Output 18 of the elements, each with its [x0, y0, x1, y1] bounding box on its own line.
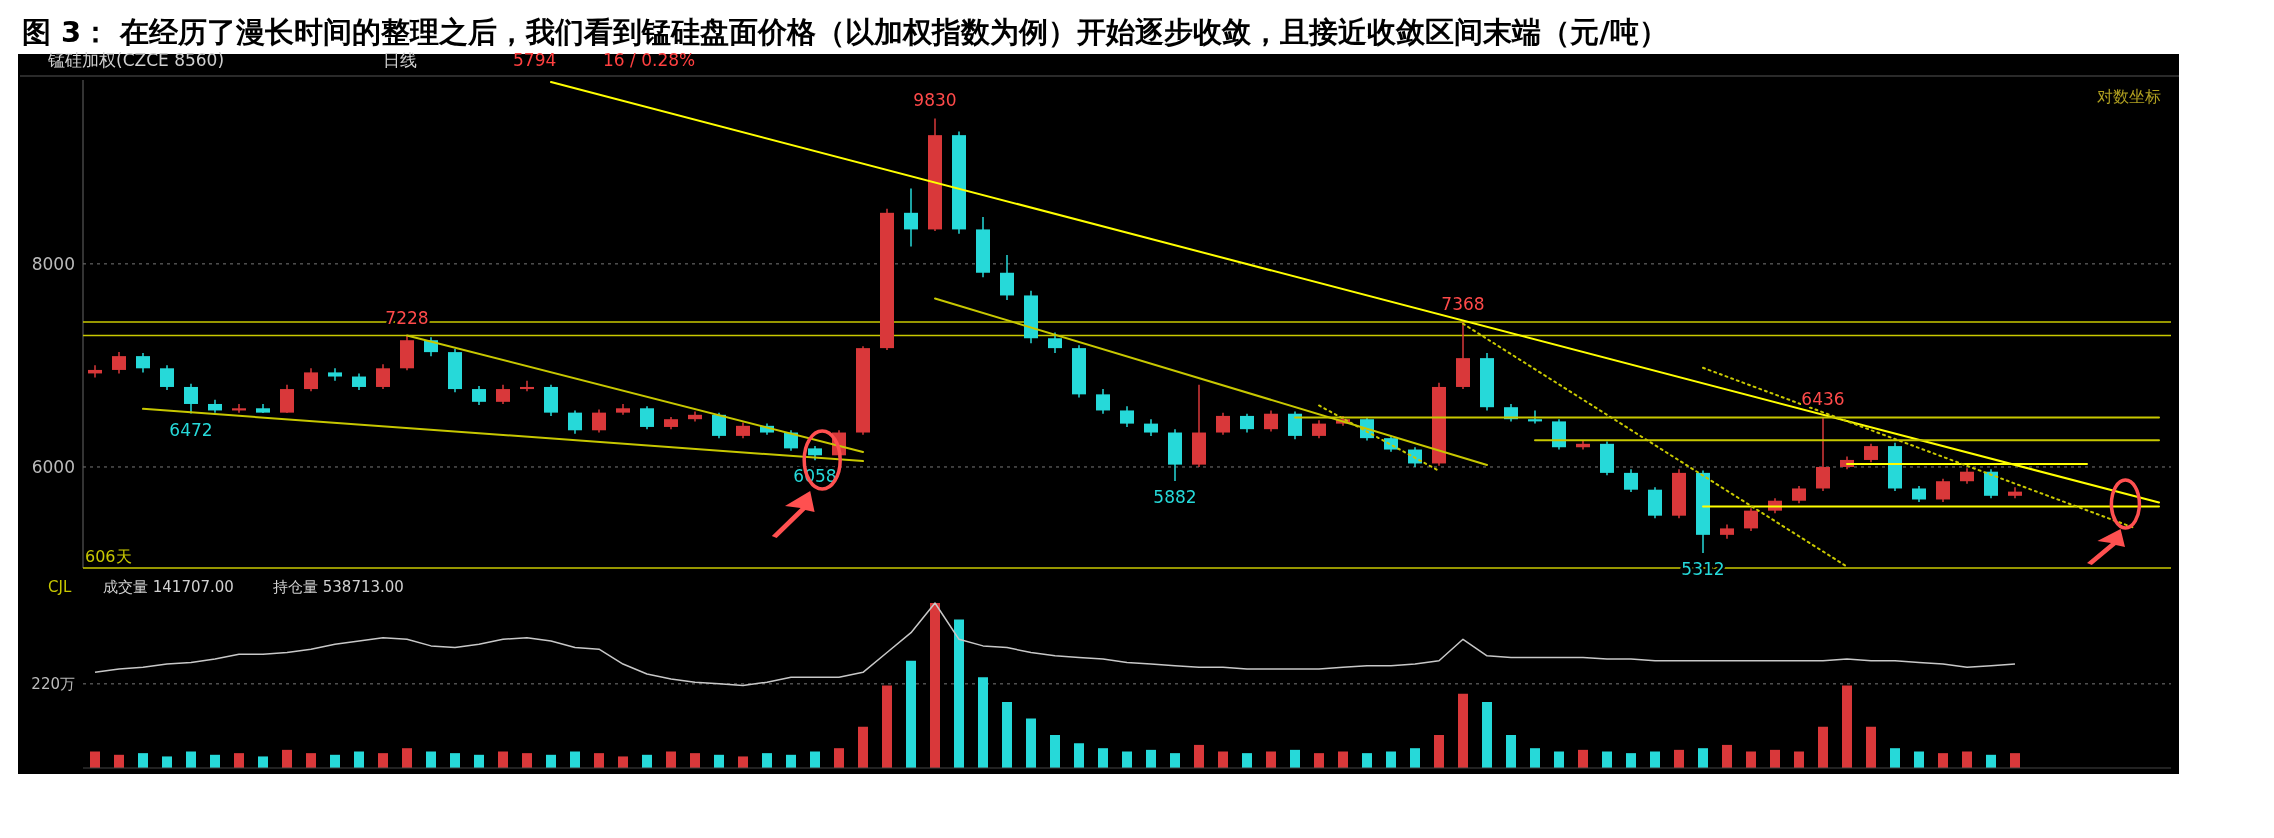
- annotation: 606天: [85, 547, 132, 566]
- text: 16 / 0.28%: [603, 50, 696, 70]
- annotation: 9830: [913, 90, 957, 111]
- annotation: 对数坐标: [2097, 87, 2161, 106]
- text: 持仓量 538713.00: [273, 578, 404, 596]
- text: 日线: [383, 50, 417, 70]
- chart-title: 图 3： 在经历了漫长时间的整理之后，我们看到锰硅盘面价格（以加权指数为例）开始逐步收敛，且接近收敛区间末端（元/吨）: [22, 15, 1668, 49]
- text: 成交量 141707.00: [103, 578, 234, 596]
- text: 5794: [513, 50, 557, 70]
- annotation: 7368: [1441, 293, 1485, 314]
- y-tick-label: 6000: [31, 456, 75, 477]
- annotation: 5882: [1153, 486, 1197, 507]
- text: 锰硅加权(CZCE 8560): [47, 50, 225, 70]
- ref-line-label: 220万: [31, 674, 75, 693]
- annotation: 6472: [169, 419, 213, 440]
- y-tick-label: 8000: [31, 253, 75, 274]
- text: CJL: [48, 578, 72, 596]
- annotation: 6436: [1801, 389, 1845, 410]
